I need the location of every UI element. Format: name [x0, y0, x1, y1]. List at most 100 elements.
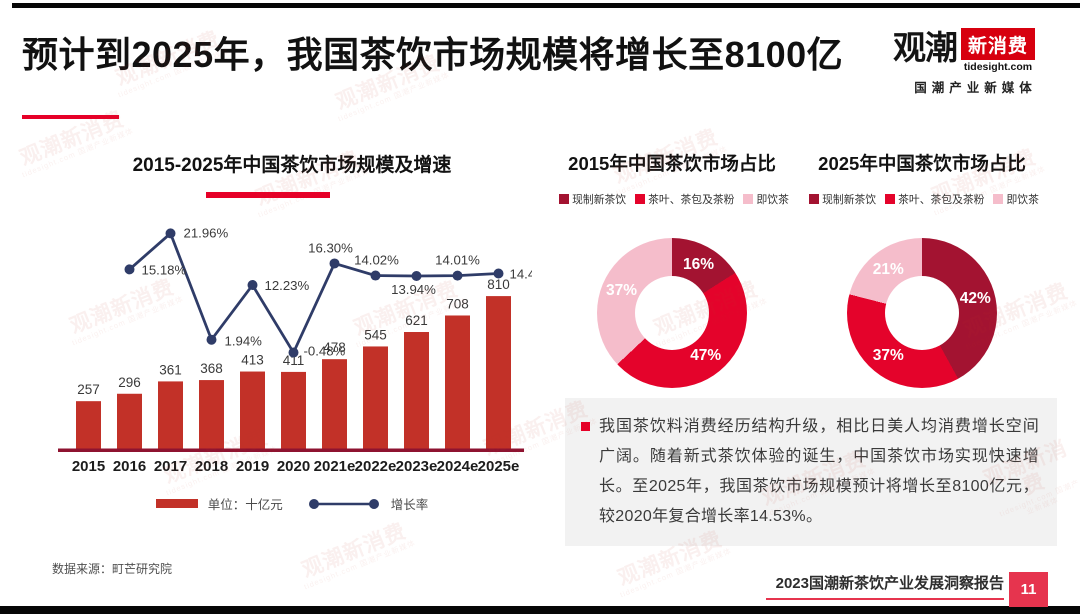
- chart-text: 2017: [154, 458, 187, 475]
- bar-2015: [76, 401, 101, 450]
- page-title: 预计到2025年，我国茶饮市场规模将增长至8100亿: [22, 34, 844, 75]
- bottom-divider: [0, 606, 1080, 614]
- insight-box: 我国茶饮料消费经历结构升级，相比日美人均消费增长空间广阔。随着新式茶饮体验的诞生…: [565, 398, 1057, 546]
- growth-point: [165, 228, 176, 239]
- chart-text: 16.30%: [308, 240, 353, 255]
- chart-text: 2019: [236, 458, 269, 475]
- barline-title-underline: [206, 192, 330, 198]
- legend-swatch-dark-red: [809, 194, 820, 204]
- logo-domain: tidesight.com: [963, 61, 1033, 73]
- donut-2025-legend: 现制新茶饮 茶叶、茶包及茶粉 即饮茶: [784, 191, 1064, 207]
- chart-text: 411: [283, 353, 305, 368]
- chart-text: 14.41%: [510, 266, 533, 281]
- chart-text: 545: [364, 327, 387, 342]
- chart-text: 2018: [195, 458, 228, 475]
- chart-text: 2025e: [478, 458, 520, 475]
- legend-swatch-pink: [743, 194, 754, 204]
- legend-label: 茶叶、茶包及茶粉: [648, 194, 735, 206]
- donut-hole: [635, 276, 709, 350]
- axis-baseline: [58, 448, 524, 452]
- chart-text: 2021e: [314, 458, 356, 475]
- top-divider: [12, 3, 1080, 8]
- insight-text: 我国茶饮料消费经历结构升级，相比日美人均消费增长空间广阔。随着新式茶饮体验的诞生…: [599, 418, 1039, 525]
- chart-text: 15.18%: [142, 262, 187, 277]
- growth-point: [411, 270, 422, 281]
- chart-text: 21.96%: [184, 225, 229, 240]
- donut-2025-title: 2025年中国茶饮市场占比: [818, 153, 1026, 174]
- chart-text: 2015: [72, 458, 105, 475]
- bar-2016: [117, 393, 142, 450]
- chart-text: 810: [487, 277, 510, 292]
- growth-point: [288, 347, 299, 358]
- bar-line-chart: 257 2015 296 2016 361 2017 368 2018 413 2019 411 20…: [58, 225, 533, 475]
- chart-text: 361: [159, 362, 182, 377]
- bar-2024e: [445, 315, 470, 450]
- legend-swatch-red: [635, 194, 646, 204]
- legend-label: 现制新茶饮: [572, 194, 627, 206]
- logo-brand-red: 新消费: [961, 28, 1036, 60]
- chart-text: 14.02%: [354, 253, 399, 268]
- bar-2025e: [486, 296, 511, 450]
- legend-label: 即饮茶: [756, 194, 789, 206]
- growth-point: [124, 264, 135, 275]
- chart-text: 2022e: [355, 458, 397, 475]
- legend-label: 即饮茶: [1006, 194, 1039, 206]
- donut-value-label: 47%: [690, 347, 722, 365]
- bar-2023e: [404, 332, 429, 450]
- growth-point: [206, 334, 217, 345]
- chart-text: 708: [446, 296, 469, 311]
- donut-value-label: 37%: [606, 282, 638, 300]
- line-series-swatch: [308, 498, 379, 509]
- bar-series-label: 单位：十亿元: [207, 498, 283, 512]
- donut-value-label: 37%: [872, 347, 904, 365]
- legend-label: 茶叶、茶包及茶粉: [898, 194, 985, 206]
- bar-2020: [281, 371, 306, 450]
- barline-chart-title: 2015-2025年中国茶饮市场规模及增速: [132, 155, 452, 176]
- donut-chart-2025: 42% 37% 21%: [847, 238, 997, 388]
- chart-text: 13.94%: [391, 282, 436, 297]
- barline-legend: 单位：十亿元 增长率: [52, 494, 532, 513]
- growth-point: [247, 280, 258, 291]
- growth-point: [370, 270, 381, 281]
- legend-swatch-dark-red: [559, 194, 570, 204]
- bar-2019: [240, 371, 265, 450]
- donut-chart-2015: 16% 47% 37%: [597, 238, 747, 388]
- donut-value-label: 42%: [959, 290, 991, 308]
- donut-hole: [885, 276, 959, 350]
- chart-text: 368: [200, 361, 223, 376]
- donut-2015-title: 2015年中国茶饮市场占比: [568, 153, 776, 174]
- logo-tagline: 国潮产业新媒体: [914, 81, 1037, 95]
- report-title: 2023国潮新茶饮产业发展洞察报告: [766, 572, 1004, 600]
- legend-swatch-red: [885, 194, 896, 204]
- chart-text: 257: [77, 382, 100, 397]
- donut-disc-2025: 42% 37% 21%: [847, 238, 997, 388]
- chart-text: 2023e: [396, 458, 438, 475]
- bar-series-swatch: [155, 499, 198, 508]
- page-number-badge: 11: [1009, 572, 1048, 607]
- chart-text: 2016: [113, 458, 146, 475]
- growth-point: [493, 268, 504, 279]
- bar-2017: [158, 381, 183, 450]
- chart-text: 14.01%: [435, 253, 480, 268]
- donut-value-label: 16%: [682, 255, 714, 273]
- bar-2022e: [363, 346, 388, 450]
- title-underline: [22, 115, 119, 119]
- logo-brand-black: 观潮: [893, 29, 958, 66]
- growth-point: [452, 270, 463, 281]
- growth-point: [329, 258, 340, 269]
- chart-text: 2020: [277, 458, 310, 475]
- chart-text: -0.48%: [304, 344, 346, 359]
- bullet-square-icon: [581, 422, 590, 431]
- growth-line: [128, 231, 499, 356]
- bar-2021e: [322, 359, 347, 450]
- donut-2015-legend: 现制新茶饮 茶叶、茶包及茶粉 即饮茶: [534, 191, 814, 207]
- chart-text: 413: [241, 353, 264, 368]
- line-series-label: 增长率: [390, 498, 429, 512]
- chart-text: 2024e: [437, 458, 479, 475]
- chart-text: 12.23%: [265, 278, 310, 293]
- chart-text: 296: [118, 375, 141, 390]
- donut-value-label: 21%: [872, 260, 904, 278]
- chart-text: 621: [405, 313, 428, 328]
